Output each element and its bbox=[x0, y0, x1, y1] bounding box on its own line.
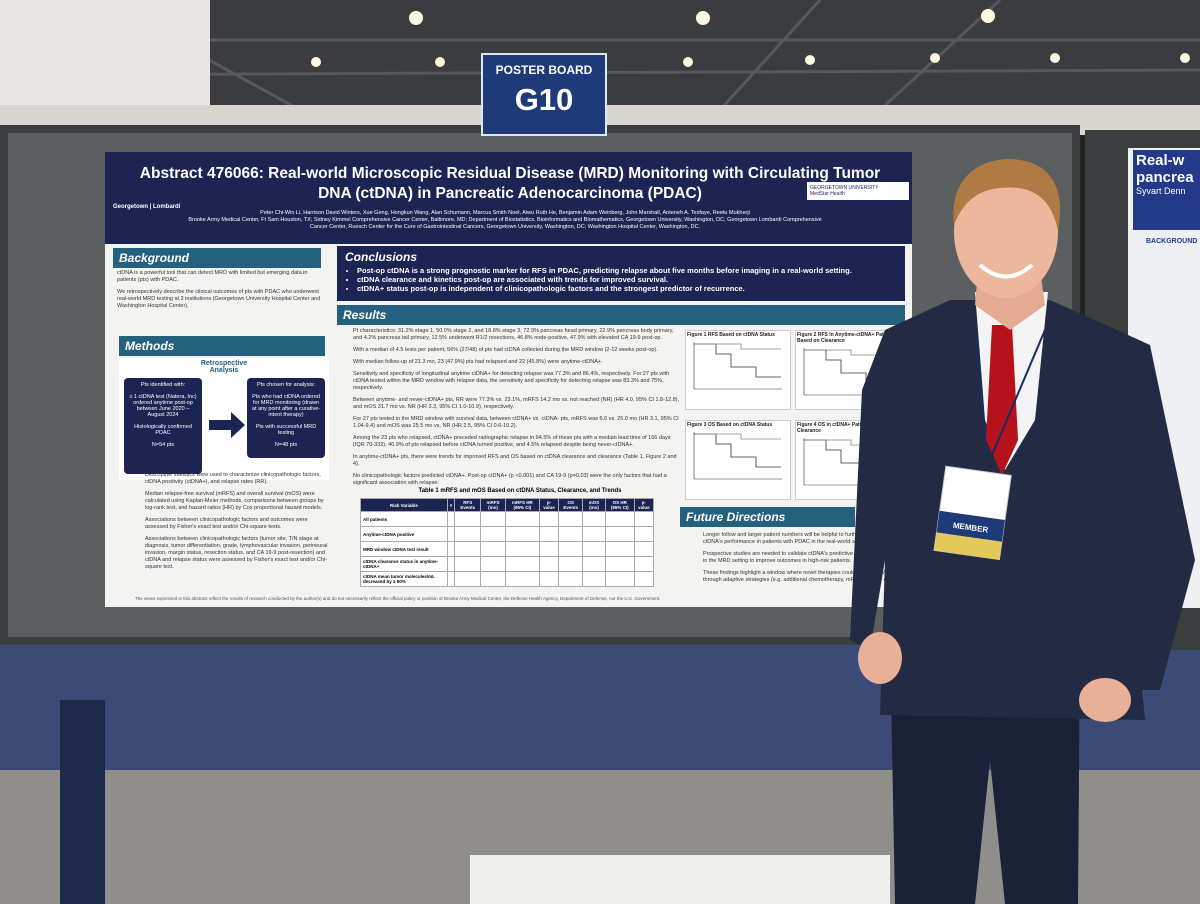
table-cell bbox=[504, 571, 540, 587]
side-subtitle: pancrea bbox=[1136, 169, 1194, 186]
paragraph: Median relapse-free survival (mRFS) and … bbox=[145, 491, 324, 511]
table-header-row: Risk Variable # RFS Events mRFS (mo) mRFS HR… bbox=[360, 498, 655, 512]
table-cell bbox=[633, 571, 655, 587]
paragraph: No clinicopathologic factors predicted c… bbox=[353, 473, 667, 486]
figure-caption: Figure 1 RFS Based on ctDNA Status bbox=[687, 332, 775, 338]
table-header: p-value bbox=[538, 498, 560, 512]
sign-label: POSTER BOARD bbox=[495, 63, 593, 77]
flow-box: Pts chosen for analysis: Pts who had ctDN… bbox=[247, 378, 325, 458]
section-heading: Results bbox=[337, 305, 905, 325]
conclusion: ctDNA+ status post-op is independent of … bbox=[357, 284, 897, 293]
km-curve bbox=[693, 342, 782, 390]
sign-code: G10 bbox=[514, 82, 574, 117]
logo: GEORGETOWN UNIVERSITY bbox=[810, 185, 879, 191]
flowchart: Retrospective Analysis Pts identified wi… bbox=[119, 358, 329, 480]
figure: Figure 3 OS Based on ctDNA Status bbox=[685, 420, 791, 500]
section-heading: Conclusions bbox=[345, 250, 418, 264]
flow-text: Pts with successful MRD testing bbox=[255, 424, 317, 436]
figure-caption: Figure 3 OS Based on ctDNA Status bbox=[687, 422, 773, 428]
side-author: Syvart Denn bbox=[1136, 186, 1186, 196]
poster-board-sign: POSTER BOARD G10 bbox=[481, 53, 607, 136]
paragraph: We retrospectively describe the clinical… bbox=[117, 289, 321, 309]
poster-title: Abstract 476066: Real-world Microscopic … bbox=[139, 165, 881, 202]
table-row: ctDNA mean tumor molecules/mL decreased … bbox=[360, 571, 655, 587]
table-cell bbox=[454, 571, 482, 587]
logo-right: GEORGETOWN UNIVERSITY MedStar Health bbox=[807, 182, 909, 200]
paragraph: With median follow-up of 21.3 mo, 23 (47… bbox=[353, 359, 603, 365]
flow-label: Retrospective Analysis bbox=[200, 360, 248, 374]
background-text: ctDNA is a powerful tool that can detect… bbox=[117, 270, 323, 315]
flow-text: Pts who had ctDNA ordered for MRD monito… bbox=[251, 394, 321, 418]
section-heading: Background bbox=[113, 248, 321, 268]
conclusion: Post-op ctDNA is a strong prognostic mar… bbox=[357, 266, 897, 275]
table-header: p-value bbox=[633, 498, 655, 512]
figure: Figure 1 RFS Based on ctDNA Status bbox=[685, 330, 791, 410]
paragraph: Longer follow and larger patient numbers… bbox=[703, 532, 893, 545]
flow-text: Pts chosen for analysis: bbox=[256, 382, 316, 388]
paragraph: These findings highlight a window where … bbox=[703, 570, 896, 583]
flow-text: N=48 pts bbox=[274, 442, 298, 448]
results-table: Risk Variable # RFS Events mRFS (mo) mRFS HR… bbox=[360, 498, 655, 587]
flow-text: N=54 pts bbox=[151, 442, 175, 448]
table-header: OS Events bbox=[558, 498, 584, 512]
paragraph: Associations between clinicopathologic f… bbox=[145, 517, 308, 530]
paragraph: Pt characteristics: 31.2% stage 1, 50.0%… bbox=[353, 328, 674, 341]
paragraph: For 27 pts tested in the MRD window with… bbox=[353, 416, 679, 429]
affiliations: Brooke Army Medical Center, Ft Sam Houst… bbox=[188, 217, 822, 230]
future-text: Longer follow and larger patient numbers… bbox=[703, 532, 903, 589]
methods-text: Descriptive statistics were used to char… bbox=[145, 472, 330, 576]
paragraph: With a median of 4.5 tests per patient, … bbox=[353, 347, 658, 353]
table-title: Table 1 mRFS and mOS Based on ctDNA Stat… bbox=[418, 488, 622, 494]
results-text: Pt characteristics: 31.2% stage 1, 50.0%… bbox=[353, 328, 683, 492]
table-cell bbox=[604, 571, 635, 587]
side-poster-header: Real-w pancrea Syvart Denn bbox=[1136, 152, 1200, 196]
flow-text: ≥ 1 ctDNA test (Natera, Inc) ordered any… bbox=[129, 394, 197, 418]
paragraph: Descriptive statistics were used to char… bbox=[145, 472, 321, 485]
figure-caption: Figure 2 RFS in Anytime-ctDNA+ Patients … bbox=[797, 332, 896, 344]
flow-text: Pts identified with: bbox=[140, 382, 186, 388]
conclusions: Conclusions Post-op ctDNA is a strong pr… bbox=[337, 246, 905, 301]
table-header: mRFS HR (95% CI) bbox=[504, 498, 540, 512]
badge: MEMBER bbox=[933, 465, 1012, 561]
section-heading: Future Directions bbox=[680, 507, 855, 527]
section-heading: Methods bbox=[119, 336, 325, 356]
conclusion-list: Post-op ctDNA is a strong prognostic mar… bbox=[345, 266, 897, 293]
poster-title-bar: Abstract 476066: Real-world Microscopic … bbox=[105, 152, 912, 244]
paragraph: Between anytime- and never-ctDNA+ pts, R… bbox=[353, 397, 680, 410]
paragraph: Prospective studies are needed to valida… bbox=[703, 551, 899, 564]
paragraph: Among the 23 pts who relapsed, ctDNA+ pr… bbox=[353, 435, 671, 448]
side-heading: BACKGROUND bbox=[1146, 238, 1198, 245]
flow-text: Histologically confirmed PDAC bbox=[134, 424, 192, 436]
figure-caption: Figure 4 OS in ctDNA+ Patients Based on … bbox=[797, 422, 896, 434]
table-row: All patients bbox=[360, 511, 655, 527]
table-row-label: ctDNA mean tumor molecules/mL decreased … bbox=[360, 571, 448, 587]
flow-box: Pts identified with: ≥ 1 ctDNA test (Nate… bbox=[124, 378, 202, 474]
paragraph: ctDNA is a powerful tool that can detect… bbox=[117, 270, 308, 283]
author-list: Peter Chi-Win Li, Harrison David Winters… bbox=[260, 210, 750, 216]
paragraph: In anytime-ctDNA+ pts, there were trends… bbox=[353, 454, 677, 467]
logo-left: Georgetown | Lombardi bbox=[113, 204, 181, 210]
side-title: Real-w bbox=[1136, 152, 1185, 169]
poster: Abstract 476066: Real-world Microscopic … bbox=[105, 152, 912, 607]
paragraph: Associations between clinicopathologic f… bbox=[145, 536, 328, 570]
disclaimer: The views expressed in this abstract ref… bbox=[135, 596, 661, 601]
logo: MedStar Health bbox=[810, 191, 845, 197]
paragraph: Sensitivity and specificity of longitudi… bbox=[353, 371, 670, 391]
km-curve bbox=[693, 432, 782, 480]
flow-arrow bbox=[209, 412, 245, 438]
conclusion: ctDNA clearance and kinetics post-op are… bbox=[357, 275, 897, 284]
authors: Peter Chi-Win Li, Harrison David Winters… bbox=[185, 210, 825, 231]
table-cell bbox=[558, 571, 584, 587]
